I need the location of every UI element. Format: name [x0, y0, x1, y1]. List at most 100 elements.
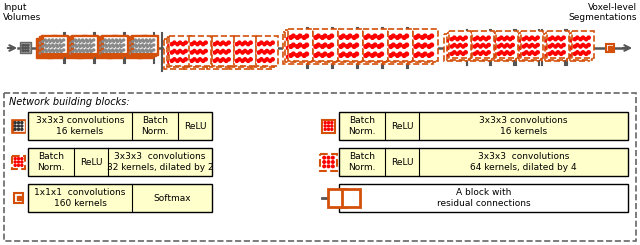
Circle shape [271, 49, 275, 53]
Circle shape [24, 44, 26, 46]
Circle shape [506, 46, 509, 49]
Circle shape [84, 42, 86, 44]
Circle shape [93, 49, 95, 51]
Circle shape [327, 165, 330, 168]
Bar [79, 40, 90, 56]
Circle shape [405, 34, 408, 38]
Circle shape [69, 47, 72, 49]
Circle shape [116, 46, 118, 48]
Circle shape [132, 40, 134, 43]
Circle shape [63, 39, 65, 41]
Circle shape [525, 36, 528, 39]
Bar [49, 40, 61, 56]
Circle shape [227, 49, 230, 53]
Circle shape [222, 44, 225, 47]
Bar [71, 35, 87, 55]
Circle shape [321, 36, 324, 39]
Circle shape [271, 58, 275, 61]
Circle shape [587, 51, 590, 54]
Circle shape [551, 36, 554, 39]
Circle shape [503, 45, 506, 48]
Circle shape [425, 37, 429, 41]
Circle shape [243, 49, 246, 53]
Circle shape [196, 51, 199, 54]
Bar [66, 38, 82, 58]
Circle shape [484, 52, 488, 55]
Circle shape [263, 43, 266, 46]
Circle shape [314, 54, 317, 57]
Circle shape [293, 55, 297, 59]
Circle shape [343, 46, 347, 50]
Circle shape [546, 54, 549, 57]
Circle shape [109, 40, 111, 43]
Circle shape [132, 50, 134, 52]
Bar [54, 37, 65, 52]
Circle shape [80, 47, 83, 49]
Circle shape [302, 54, 306, 57]
Circle shape [176, 43, 179, 46]
Circle shape [53, 50, 55, 52]
Circle shape [552, 39, 555, 42]
Circle shape [355, 43, 358, 47]
Circle shape [103, 47, 105, 49]
Circle shape [476, 43, 479, 47]
Circle shape [17, 128, 19, 130]
Circle shape [119, 49, 121, 51]
Circle shape [387, 37, 390, 41]
Circle shape [525, 39, 529, 42]
Circle shape [90, 46, 92, 48]
Circle shape [255, 61, 258, 64]
Circle shape [582, 39, 585, 42]
Circle shape [134, 44, 136, 46]
Circle shape [108, 44, 110, 46]
Text: Batch
Norm.: Batch Norm. [37, 152, 65, 172]
Circle shape [120, 40, 122, 43]
Circle shape [389, 36, 393, 39]
Circle shape [170, 51, 173, 54]
Bar [339, 112, 628, 140]
Circle shape [456, 45, 459, 48]
Circle shape [571, 54, 574, 57]
Circle shape [86, 40, 88, 43]
Circle shape [184, 58, 188, 61]
Circle shape [103, 52, 105, 54]
Circle shape [103, 42, 105, 44]
Circle shape [389, 45, 393, 48]
Circle shape [362, 37, 365, 41]
Circle shape [458, 43, 461, 47]
Circle shape [420, 36, 424, 39]
Circle shape [327, 54, 331, 57]
Circle shape [330, 34, 333, 38]
Circle shape [418, 37, 422, 41]
Bar [107, 38, 123, 58]
Circle shape [509, 45, 512, 48]
Circle shape [430, 43, 433, 47]
Circle shape [314, 36, 317, 39]
Circle shape [327, 45, 331, 48]
Circle shape [577, 54, 580, 57]
Circle shape [148, 52, 150, 54]
Bar [131, 35, 147, 55]
Circle shape [93, 39, 95, 41]
Circle shape [17, 158, 19, 160]
Circle shape [119, 44, 121, 46]
Circle shape [531, 54, 534, 57]
Circle shape [551, 43, 554, 47]
Circle shape [204, 41, 207, 44]
Text: ReLU: ReLU [391, 158, 413, 167]
Circle shape [49, 50, 51, 52]
Circle shape [497, 45, 500, 48]
Circle shape [323, 161, 326, 163]
Circle shape [298, 34, 302, 38]
Bar [52, 39, 63, 54]
Circle shape [221, 58, 225, 61]
Circle shape [316, 43, 320, 47]
Circle shape [531, 46, 534, 49]
Circle shape [188, 61, 191, 64]
Circle shape [199, 52, 202, 56]
Circle shape [47, 47, 49, 49]
Circle shape [487, 51, 490, 54]
Circle shape [451, 45, 453, 48]
Circle shape [269, 51, 272, 54]
Bar [145, 37, 156, 52]
